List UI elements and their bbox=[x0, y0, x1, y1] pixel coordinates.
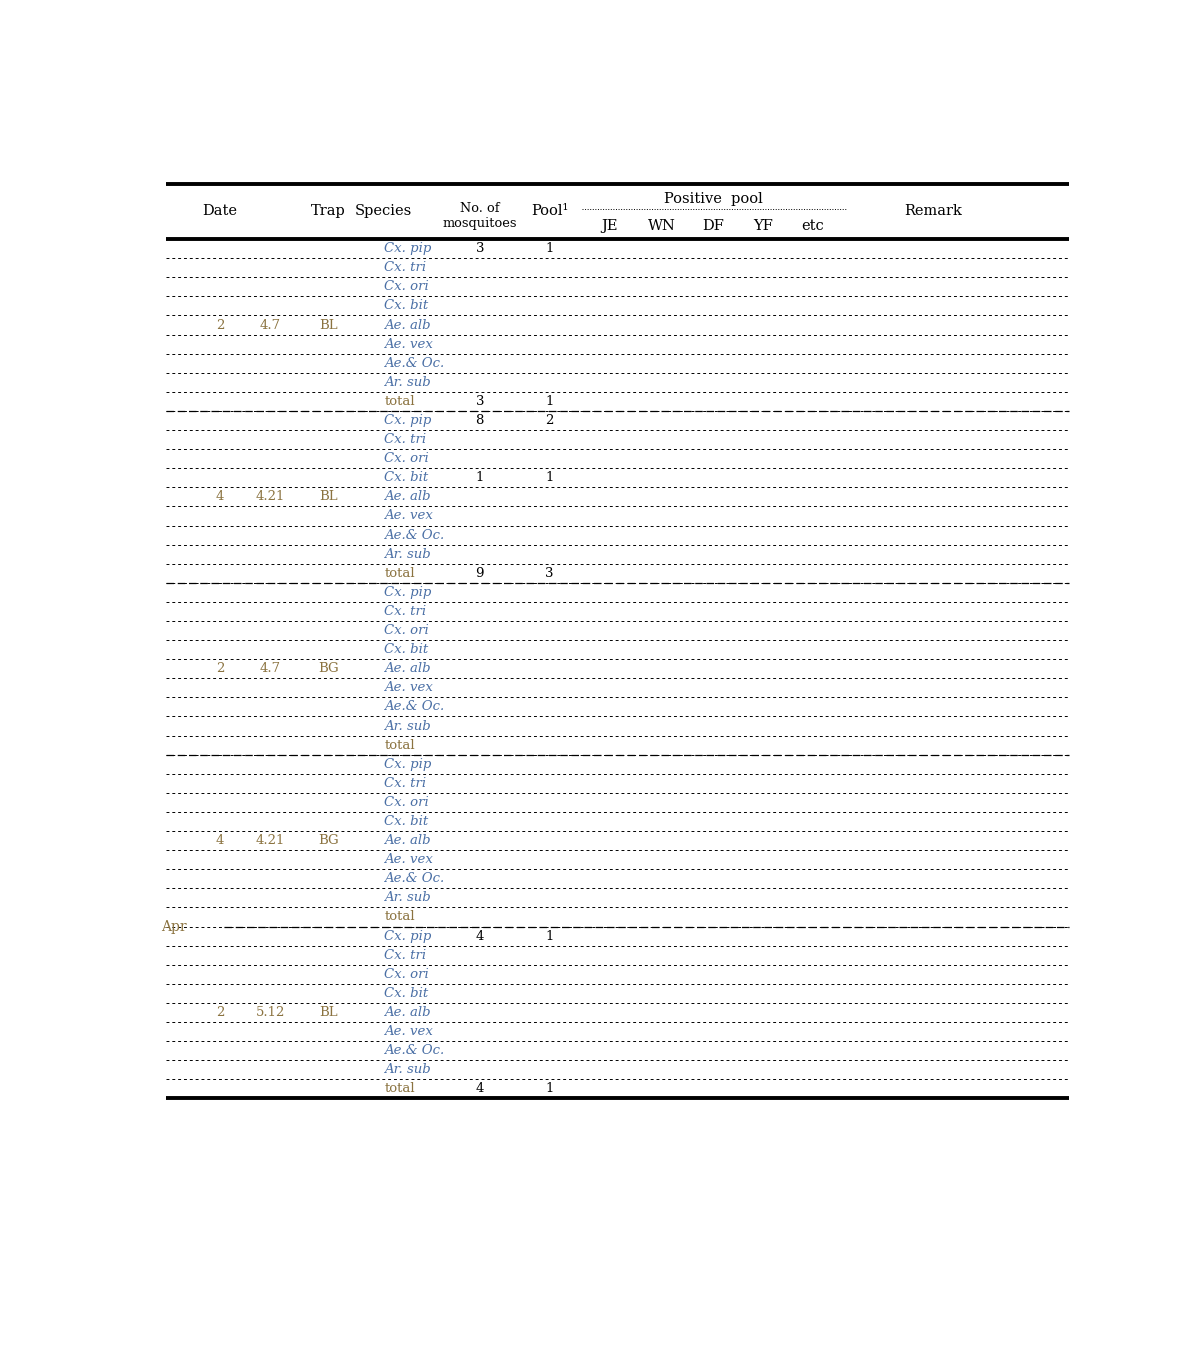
Text: Cx. tri: Cx. tri bbox=[385, 433, 427, 447]
Text: Cx. ori: Cx. ori bbox=[385, 625, 429, 637]
Text: Cx. tri: Cx. tri bbox=[385, 606, 427, 618]
Text: 3: 3 bbox=[475, 242, 484, 255]
Text: Cx. ori: Cx. ori bbox=[385, 452, 429, 466]
Text: Cx. pip: Cx. pip bbox=[385, 758, 432, 771]
Text: Cx. ori: Cx. ori bbox=[385, 967, 429, 981]
Text: Cx. bit: Cx. bit bbox=[385, 471, 428, 484]
Text: Ae.& Oc.: Ae.& Oc. bbox=[385, 1044, 445, 1058]
Text: Cx. bit: Cx. bit bbox=[385, 643, 428, 656]
Text: Ae. alb: Ae. alb bbox=[385, 834, 431, 847]
Text: WN: WN bbox=[648, 219, 676, 233]
Text: Cx. tri: Cx. tri bbox=[385, 777, 427, 790]
Text: Ae. alb: Ae. alb bbox=[385, 318, 431, 332]
Text: Trap: Trap bbox=[312, 204, 346, 218]
Text: Ar. sub: Ar. sub bbox=[385, 375, 431, 389]
Text: Cx. pip: Cx. pip bbox=[385, 242, 432, 255]
Text: Apr: Apr bbox=[161, 919, 186, 933]
Text: 5.12: 5.12 bbox=[256, 1006, 285, 1019]
Text: 9: 9 bbox=[475, 567, 484, 580]
Text: 4: 4 bbox=[475, 930, 484, 943]
Text: 2: 2 bbox=[215, 318, 224, 332]
Text: Ae. vex: Ae. vex bbox=[385, 854, 433, 866]
Text: 8: 8 bbox=[475, 414, 484, 427]
Text: Species: Species bbox=[354, 204, 411, 218]
Text: Cx. tri: Cx. tri bbox=[385, 262, 427, 274]
Text: Cx. pip: Cx. pip bbox=[385, 586, 432, 599]
Text: Pool¹: Pool¹ bbox=[531, 204, 568, 218]
Text: Ae. vex: Ae. vex bbox=[385, 681, 433, 695]
Text: 1: 1 bbox=[475, 471, 484, 484]
Text: Cx. bit: Cx. bit bbox=[385, 986, 428, 1000]
Text: Cx. pip: Cx. pip bbox=[385, 930, 432, 943]
Text: Cx. bit: Cx. bit bbox=[385, 300, 428, 312]
Text: total: total bbox=[385, 911, 415, 923]
Text: 2: 2 bbox=[215, 662, 224, 675]
Text: Ar. sub: Ar. sub bbox=[385, 719, 431, 733]
Text: Ae. alb: Ae. alb bbox=[385, 490, 431, 503]
Text: total: total bbox=[385, 738, 415, 752]
Text: 4: 4 bbox=[215, 834, 224, 847]
Text: Cx. pip: Cx. pip bbox=[385, 414, 432, 427]
Text: Cx. bit: Cx. bit bbox=[385, 815, 428, 827]
Text: 3: 3 bbox=[475, 395, 484, 408]
Text: total: total bbox=[385, 1082, 415, 1096]
Text: YF: YF bbox=[753, 219, 772, 233]
Text: Ar. sub: Ar. sub bbox=[385, 548, 431, 560]
Text: Ar. sub: Ar. sub bbox=[385, 1063, 431, 1077]
Text: 4.21: 4.21 bbox=[256, 490, 285, 503]
Text: DF: DF bbox=[703, 219, 724, 233]
Text: Date: Date bbox=[202, 204, 238, 218]
Text: Cx. ori: Cx. ori bbox=[385, 796, 429, 808]
Text: Ae. vex: Ae. vex bbox=[385, 337, 433, 351]
Text: Remark: Remark bbox=[905, 204, 962, 218]
Text: total: total bbox=[385, 567, 415, 580]
Text: Cx. tri: Cx. tri bbox=[385, 948, 427, 962]
Text: 4: 4 bbox=[215, 490, 224, 503]
Text: BG: BG bbox=[319, 662, 339, 675]
Text: Ae. vex: Ae. vex bbox=[385, 1025, 433, 1038]
Text: 2: 2 bbox=[215, 1006, 224, 1019]
Text: Ae. alb: Ae. alb bbox=[385, 662, 431, 675]
Text: 1: 1 bbox=[545, 395, 553, 408]
Text: Ar. sub: Ar. sub bbox=[385, 892, 431, 904]
Text: BL: BL bbox=[319, 318, 338, 332]
Text: 1: 1 bbox=[545, 1082, 553, 1096]
Text: Ae.& Oc.: Ae.& Oc. bbox=[385, 356, 445, 370]
Text: Ae. vex: Ae. vex bbox=[385, 510, 433, 522]
Text: Ae.& Oc.: Ae.& Oc. bbox=[385, 529, 445, 541]
Text: 4.7: 4.7 bbox=[260, 662, 282, 675]
Text: JE: JE bbox=[602, 219, 617, 233]
Text: No. of
mosquitoes: No. of mosquitoes bbox=[443, 201, 517, 230]
Text: Cx. ori: Cx. ori bbox=[385, 281, 429, 293]
Text: 3: 3 bbox=[545, 567, 553, 580]
Text: 2: 2 bbox=[545, 414, 553, 427]
Text: 1: 1 bbox=[545, 930, 553, 943]
Text: 1: 1 bbox=[545, 471, 553, 484]
Text: total: total bbox=[385, 395, 415, 408]
Text: 4.7: 4.7 bbox=[260, 318, 282, 332]
Text: BG: BG bbox=[319, 834, 339, 847]
Text: BL: BL bbox=[319, 1006, 338, 1019]
Text: Positive  pool: Positive pool bbox=[664, 192, 763, 206]
Text: Ae.& Oc.: Ae.& Oc. bbox=[385, 700, 445, 714]
Text: 4.21: 4.21 bbox=[256, 834, 285, 847]
Text: Ae.& Oc.: Ae.& Oc. bbox=[385, 873, 445, 885]
Text: BL: BL bbox=[319, 490, 338, 503]
Text: etc: etc bbox=[801, 219, 824, 233]
Text: Ae. alb: Ae. alb bbox=[385, 1006, 431, 1019]
Text: 1: 1 bbox=[545, 242, 553, 255]
Text: 4: 4 bbox=[475, 1082, 484, 1096]
